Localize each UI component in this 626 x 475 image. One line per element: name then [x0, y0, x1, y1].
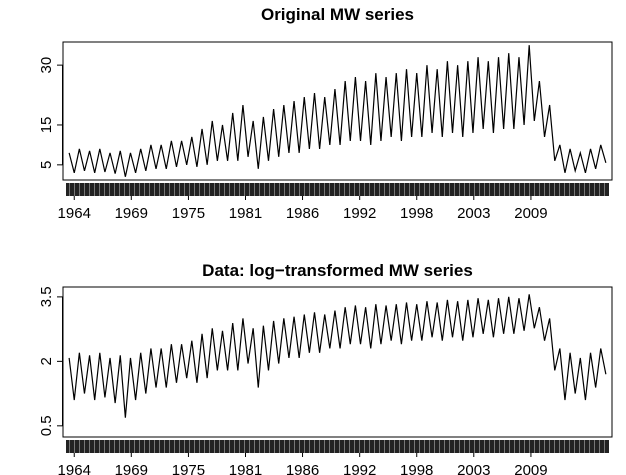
x-tick-label: 1969: [115, 462, 148, 475]
x-tick-label: 1981: [229, 205, 262, 222]
x-tick-label: 2009: [514, 205, 547, 222]
x-tick-label: 1986: [286, 205, 319, 222]
x-tick-label: 1975: [172, 205, 205, 222]
x-tick-label: 2003: [457, 462, 490, 475]
series-line: [68, 294, 607, 418]
x-tick-label: 1992: [343, 462, 376, 475]
chart-title: Data: log−transformed MW series: [202, 261, 473, 280]
x-tick-label: 1992: [343, 205, 376, 222]
y-tick-label: 3.5: [38, 286, 55, 307]
time-rug: [66, 183, 609, 196]
y-tick-label: 2: [38, 357, 55, 365]
x-tick-label: 1975: [172, 462, 205, 475]
x-tick-label: 2003: [457, 205, 490, 222]
y-tick-label: 0.5: [38, 415, 55, 436]
y-tick-label: 5: [38, 161, 55, 169]
x-tick-label: 1969: [115, 205, 148, 222]
series-line: [68, 45, 607, 177]
x-tick-label: 1964: [58, 462, 91, 475]
x-tick-label: 1981: [229, 462, 262, 475]
x-tick-label: 1986: [286, 462, 319, 475]
plot-frame: [62, 286, 613, 438]
x-tick-label: 1998: [400, 462, 433, 475]
x-tick-label: 1998: [400, 205, 433, 222]
y-tick-label: 15: [38, 117, 55, 134]
x-tick-label: 1964: [58, 205, 91, 222]
y-tick-label: 30: [38, 57, 55, 74]
chart-title: Original MW series: [261, 5, 414, 24]
time-rug: [66, 440, 609, 453]
x-tick-label: 2009: [514, 462, 547, 475]
